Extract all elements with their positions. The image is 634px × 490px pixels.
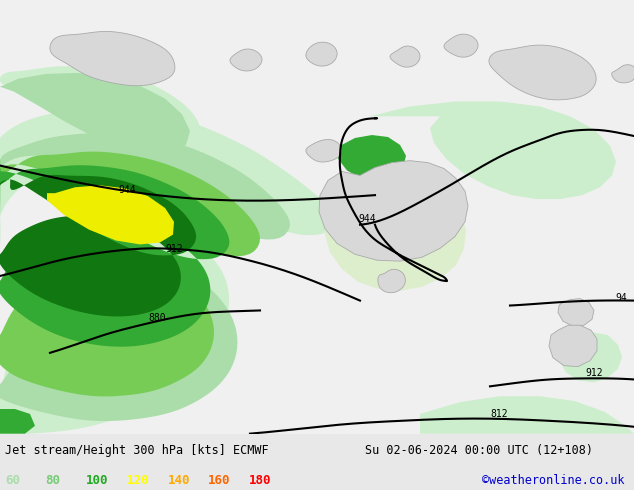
Polygon shape [0,66,200,154]
Polygon shape [0,175,196,317]
Text: 180: 180 [249,474,271,487]
Polygon shape [47,185,174,245]
Text: 60: 60 [5,474,20,487]
Polygon shape [370,101,616,199]
Polygon shape [0,108,333,435]
Polygon shape [489,45,596,100]
Polygon shape [306,140,341,162]
Text: 140: 140 [167,474,190,487]
Text: 100: 100 [86,474,108,487]
Polygon shape [50,31,175,86]
Polygon shape [0,151,260,396]
Polygon shape [0,133,290,421]
Polygon shape [420,396,634,434]
Polygon shape [559,332,622,382]
Polygon shape [558,298,594,326]
Polygon shape [390,46,420,67]
Text: 80: 80 [46,474,61,487]
Polygon shape [338,135,406,180]
Text: 160: 160 [208,474,230,487]
Text: 912: 912 [165,245,183,254]
Text: Jet stream/Height 300 hPa [kts] ECMWF: Jet stream/Height 300 hPa [kts] ECMWF [5,444,269,457]
Text: 812: 812 [490,409,508,419]
Polygon shape [0,165,230,347]
Polygon shape [325,183,466,291]
Text: 94: 94 [615,293,627,303]
Polygon shape [230,49,262,71]
Text: ©weatheronline.co.uk: ©weatheronline.co.uk [482,474,624,487]
Polygon shape [378,270,405,293]
Text: 912: 912 [585,368,603,378]
Polygon shape [0,73,190,155]
Polygon shape [549,325,597,367]
Polygon shape [0,409,35,434]
Polygon shape [444,34,478,57]
Polygon shape [306,42,337,66]
Text: 120: 120 [127,474,149,487]
Text: Su 02-06-2024 00:00 UTC (12+108): Su 02-06-2024 00:00 UTC (12+108) [365,444,593,457]
Text: 944: 944 [118,185,136,195]
Polygon shape [612,65,634,83]
Polygon shape [319,161,468,261]
Text: 944: 944 [358,214,375,224]
Text: 880: 880 [148,313,165,323]
